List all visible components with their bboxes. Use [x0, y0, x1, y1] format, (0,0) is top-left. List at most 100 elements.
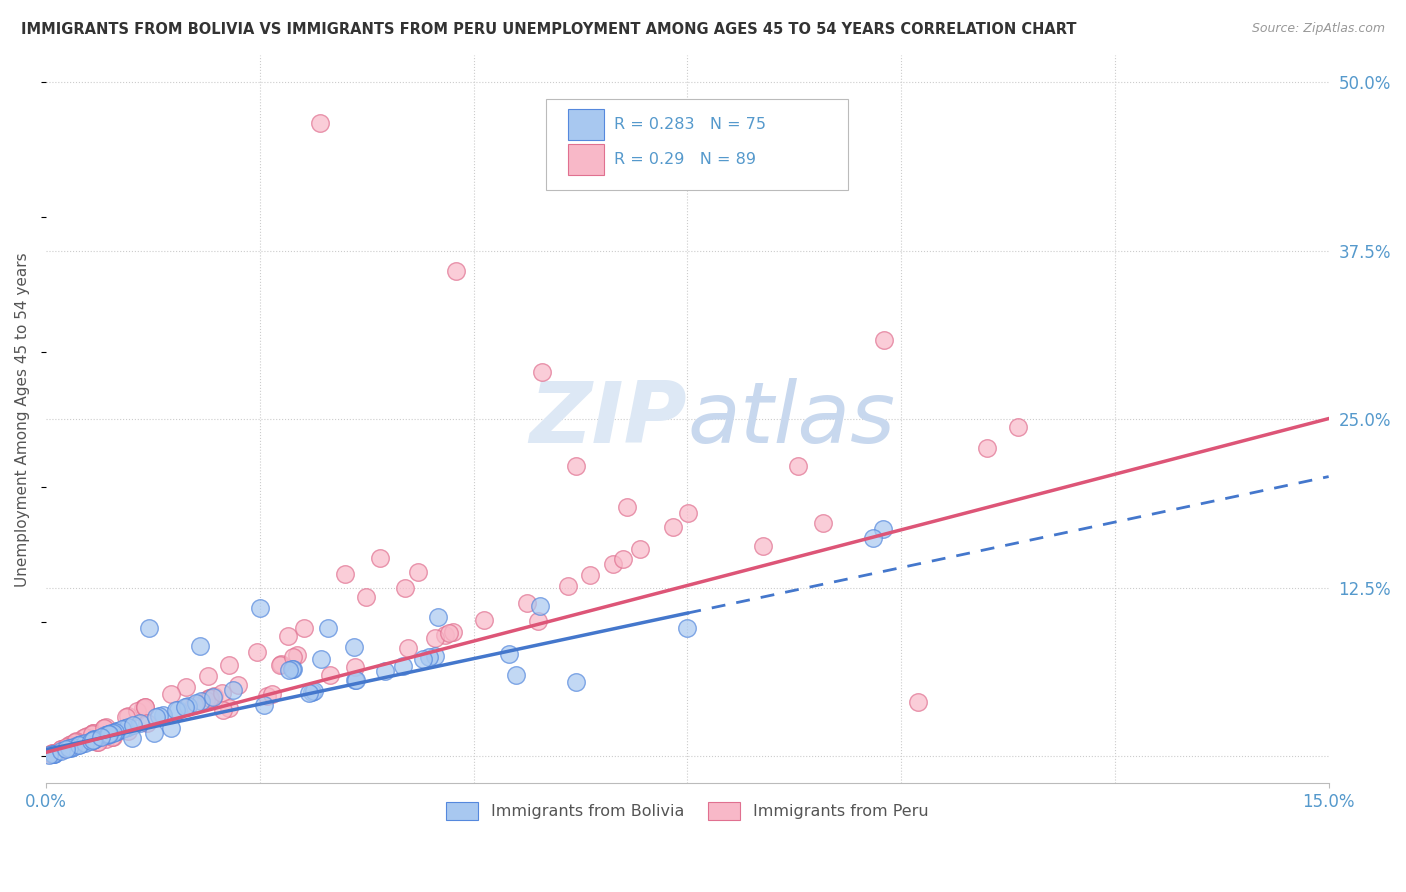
- Point: [101, 730, 124, 744]
- Point: [441, 624, 464, 639]
- Point: [82, 732, 104, 747]
- Point: [285, 648, 308, 662]
- Point: [82, 726, 104, 740]
- Point: [628, 542, 651, 557]
- Point: [269, 657, 291, 672]
- Point: [527, 614, 550, 628]
- Point: [579, 568, 602, 582]
- Point: [676, 621, 699, 635]
- Point: [862, 531, 884, 545]
- Point: [1007, 419, 1029, 434]
- Point: [167, 703, 190, 717]
- Point: [426, 610, 449, 624]
- Point: [423, 648, 446, 663]
- Point: [84, 731, 107, 746]
- Point: [165, 703, 187, 717]
- Point: [516, 596, 538, 610]
- Point: [49, 742, 72, 756]
- Point: [100, 726, 122, 740]
- Point: [252, 698, 274, 712]
- Point: [676, 507, 699, 521]
- Point: [93, 721, 115, 735]
- Point: [374, 664, 396, 678]
- Point: [787, 459, 810, 474]
- Y-axis label: Unemployment Among Ages 45 to 54 years: Unemployment Among Ages 45 to 54 years: [15, 252, 30, 587]
- Text: atlas: atlas: [688, 378, 896, 461]
- Point: [394, 581, 416, 595]
- Point: [75, 730, 97, 744]
- Point: [55, 742, 77, 756]
- Point: [319, 668, 342, 682]
- Point: [176, 700, 198, 714]
- Point: [565, 675, 588, 690]
- Point: [498, 647, 520, 661]
- Point: [188, 639, 211, 653]
- Point: [249, 601, 271, 615]
- Point: [197, 669, 219, 683]
- Point: [127, 704, 149, 718]
- Point: [117, 723, 139, 738]
- Point: [138, 621, 160, 635]
- Point: [76, 729, 98, 743]
- Point: [177, 698, 200, 713]
- Point: [60, 737, 83, 751]
- Point: [246, 644, 269, 658]
- Bar: [568, 144, 605, 175]
- Point: [160, 722, 183, 736]
- Point: [446, 264, 468, 278]
- Point: [260, 687, 283, 701]
- Point: [281, 662, 304, 676]
- Point: [298, 685, 321, 699]
- Point: [343, 640, 366, 655]
- Point: [277, 629, 299, 643]
- Point: [472, 613, 495, 627]
- Point: [145, 710, 167, 724]
- Point: [90, 730, 112, 744]
- Point: [873, 333, 896, 347]
- Point: [104, 724, 127, 739]
- Point: [301, 685, 323, 699]
- Point: [218, 658, 240, 673]
- Point: [183, 698, 205, 712]
- Point: [316, 621, 339, 635]
- Point: [143, 725, 166, 739]
- Point: [62, 739, 84, 754]
- Point: [505, 668, 527, 682]
- Point: [354, 591, 377, 605]
- Point: [132, 701, 155, 715]
- Text: Source: ZipAtlas.com: Source: ZipAtlas.com: [1251, 22, 1385, 36]
- Point: [94, 728, 117, 742]
- Point: [94, 720, 117, 734]
- Point: [616, 500, 638, 514]
- Point: [148, 709, 170, 723]
- Point: [872, 522, 894, 536]
- Point: [212, 703, 235, 717]
- Point: [111, 723, 134, 737]
- Point: [87, 735, 110, 749]
- Text: R = 0.283   N = 75: R = 0.283 N = 75: [614, 117, 766, 132]
- Point: [661, 520, 683, 534]
- Legend: Immigrants from Bolivia, Immigrants from Peru: Immigrants from Bolivia, Immigrants from…: [440, 795, 935, 826]
- Point: [59, 740, 82, 755]
- Point: [186, 696, 208, 710]
- Point: [344, 673, 367, 687]
- Point: [152, 708, 174, 723]
- Point: [97, 727, 120, 741]
- Point: [80, 727, 103, 741]
- Point: [73, 736, 96, 750]
- Point: [256, 689, 278, 703]
- Point: [565, 459, 588, 474]
- Point: [396, 641, 419, 656]
- Point: [82, 726, 104, 740]
- Point: [134, 700, 156, 714]
- Point: [58, 741, 80, 756]
- Point: [101, 726, 124, 740]
- Point: [55, 739, 77, 754]
- Point: [204, 689, 226, 703]
- FancyBboxPatch shape: [546, 99, 848, 190]
- Point: [406, 565, 429, 579]
- Point: [437, 626, 460, 640]
- Point: [278, 663, 301, 677]
- Point: [114, 721, 136, 735]
- Point: [813, 516, 835, 531]
